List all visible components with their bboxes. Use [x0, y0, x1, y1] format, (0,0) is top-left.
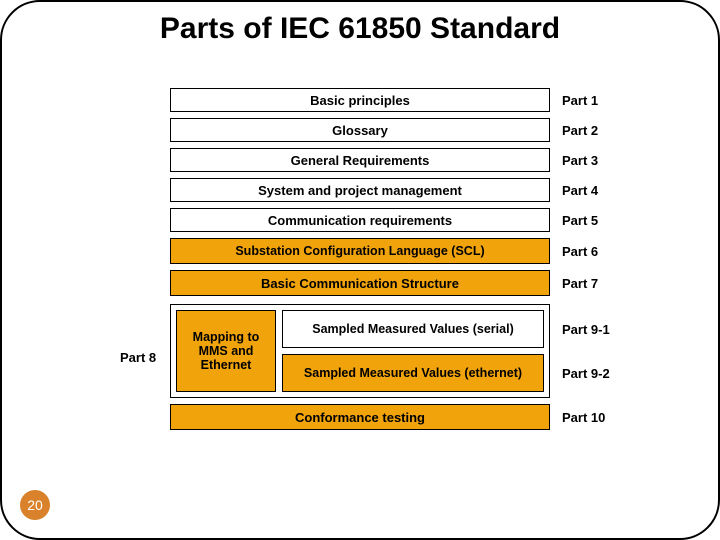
row-basic-principles: Basic principles [170, 88, 550, 112]
label-part-3: Part 3 [562, 148, 652, 172]
row-communication-req: Communication requirements [170, 208, 550, 232]
row-smv-ethernet: Sampled Measured Values (ethernet) [282, 354, 544, 392]
label-part-6: Part 6 [562, 238, 652, 264]
label-part-2: Part 2 [562, 118, 652, 142]
group-parts-8-9: Mapping to MMS and Ethernet Sampled Meas… [170, 304, 550, 398]
label-part-8: Part 8 [120, 350, 156, 365]
row-system-project-mgmt: System and project management [170, 178, 550, 202]
label-part-4: Part 4 [562, 178, 652, 202]
group-part9-right: Sampled Measured Values (serial) Sampled… [282, 310, 544, 392]
label-part-1: Part 1 [562, 88, 652, 112]
label-part-7: Part 7 [562, 270, 652, 296]
label-part-5: Part 5 [562, 208, 652, 232]
row-conformance-testing: Conformance testing [170, 404, 550, 430]
row-basic-comm-structure: Basic Communication Structure [170, 270, 550, 296]
diagram-column: Basic principles Glossary General Requir… [170, 88, 550, 436]
label-part-10: Part 10 [562, 404, 652, 430]
row-mapping-mms-ethernet: Mapping to MMS and Ethernet [176, 310, 276, 392]
row-scl: Substation Configuration Language (SCL) [170, 238, 550, 264]
row-smv-serial: Sampled Measured Values (serial) [282, 310, 544, 348]
slide-frame: Parts of IEC 61850 Standard Basic princi… [0, 0, 720, 540]
label-part-9-1: Part 9-1 [562, 310, 652, 348]
label-part-9-2: Part 9-2 [562, 354, 652, 392]
row-glossary: Glossary [170, 118, 550, 142]
right-part-labels: Part 1 Part 2 Part 3 Part 4 Part 5 Part … [562, 88, 652, 436]
slide-title: Parts of IEC 61850 Standard [2, 12, 718, 46]
row-general-requirements: General Requirements [170, 148, 550, 172]
page-number-badge: 20 [20, 490, 50, 520]
